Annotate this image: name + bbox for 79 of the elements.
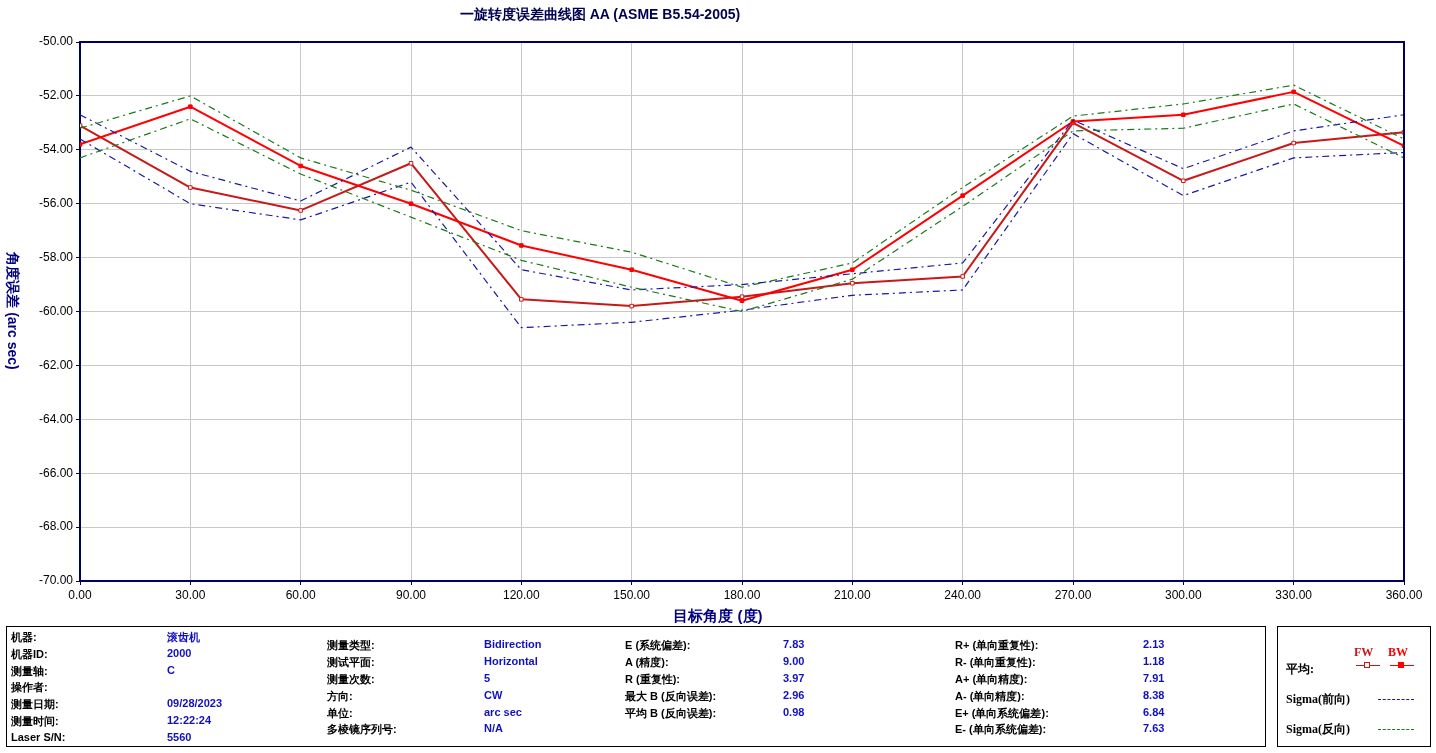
text: 6.84 <box>1143 705 1165 718</box>
text: 09/28/2023 <box>167 697 223 710</box>
y-axis-title: 角度误差 (arc sec) <box>4 252 21 370</box>
text: 机器ID: <box>11 646 48 662</box>
x-tick-label: 90.00 <box>395 587 427 602</box>
y-tick-label: -70.00 <box>38 573 74 588</box>
text: 5560 <box>167 730 192 743</box>
text: 最大 B (反向误差): <box>625 688 717 704</box>
text: BW <box>1388 645 1409 660</box>
text: 滚齿机 <box>167 630 200 645</box>
text: 3.97 <box>783 672 805 684</box>
text: 7.63 <box>1143 722 1165 735</box>
x-tick-label: 30.00 <box>175 587 206 602</box>
legend-title: 平均: <box>1286 661 1314 678</box>
text: R (重复性): <box>625 672 680 687</box>
text: Horizontal <box>484 655 538 668</box>
y-tick-label: -68.00 <box>38 519 74 534</box>
x-tick-label: 360.00 <box>1385 587 1423 602</box>
x-tick-label: 0.00 <box>68 587 92 602</box>
text: E (系统偏差): <box>625 638 691 654</box>
text: 2000 <box>167 646 192 659</box>
text: 测量次数: <box>327 672 375 687</box>
text: A (精度): <box>625 655 669 671</box>
y-tick-label: -52.00 <box>38 88 74 103</box>
text: 方向: <box>327 688 353 704</box>
x-tick-label: 210.00 <box>833 587 872 602</box>
legend-label: Sigma(前向) <box>1286 691 1350 708</box>
text: 5 <box>484 672 491 684</box>
text: 机器: <box>11 630 37 645</box>
x-tick-label: 300.00 <box>1164 587 1203 602</box>
x-tick-label: 60.00 <box>285 587 317 602</box>
text: 测量类型: <box>327 638 375 654</box>
text: Bidirection <box>484 638 542 651</box>
text: E+ (单向系统偏差): <box>955 705 1049 721</box>
x-tick-label: 150.00 <box>613 587 651 602</box>
text: 2.13 <box>1143 638 1165 651</box>
text: A+ (单向精度): <box>955 672 1028 687</box>
y-tick-label: -50.00 <box>38 34 74 49</box>
text: R+ (单向重复性): <box>955 638 1039 654</box>
text: FW <box>1354 645 1374 660</box>
x-tick-label: 270.00 <box>1054 587 1092 602</box>
x-axis-title: 目标角度 (度) <box>672 607 764 626</box>
text: Laser S/N: <box>11 730 66 743</box>
text: 9.00 <box>783 655 805 668</box>
text: E- (单向系统偏差): <box>955 722 1047 738</box>
text: A- (单向精度): <box>955 688 1025 704</box>
text: 8.38 <box>1143 688 1165 701</box>
text: C <box>167 663 175 676</box>
text: 1.18 <box>1143 655 1165 668</box>
x-tick-label: 120.00 <box>502 587 541 602</box>
text: 7.91 <box>1143 672 1165 684</box>
text: 测试平面: <box>327 655 375 671</box>
x-tick-label: 330.00 <box>1275 587 1313 602</box>
text: 多棱镜序列号: <box>327 722 397 738</box>
y-tick-label: -54.00 <box>38 142 74 157</box>
y-tick-label: -58.00 <box>38 249 74 264</box>
y-tick-label: -64.00 <box>38 411 74 426</box>
y-tick-label: -66.00 <box>38 465 74 480</box>
chart-title: 一旋转度误差曲线图 AA (ASME B5.54-2005) <box>458 6 742 24</box>
y-tick-label: -60.00 <box>38 303 74 318</box>
text: 2.96 <box>783 688 805 701</box>
text: N/A <box>484 722 503 735</box>
y-tick-label: -56.00 <box>38 196 74 211</box>
x-tick-label: 240.00 <box>944 587 982 602</box>
text: 单位: <box>327 705 353 721</box>
text: R- (单向重复性): <box>955 655 1036 671</box>
text: 测量轴: <box>11 663 48 679</box>
text: arc sec <box>484 705 522 718</box>
text: CW <box>484 688 503 701</box>
text: 测量时间: <box>11 714 59 729</box>
text: 平均 B (反向误差): <box>625 705 717 721</box>
text: 7.83 <box>783 638 805 651</box>
text: 12:22:24 <box>167 714 212 726</box>
text: 测量日期: <box>11 697 59 713</box>
text: 操作者: <box>11 680 48 696</box>
legend-label: Sigma(反向) <box>1286 721 1350 738</box>
text: 0.98 <box>783 705 805 718</box>
x-tick-label: 180.00 <box>723 587 761 602</box>
y-tick-label: -62.00 <box>38 357 74 372</box>
